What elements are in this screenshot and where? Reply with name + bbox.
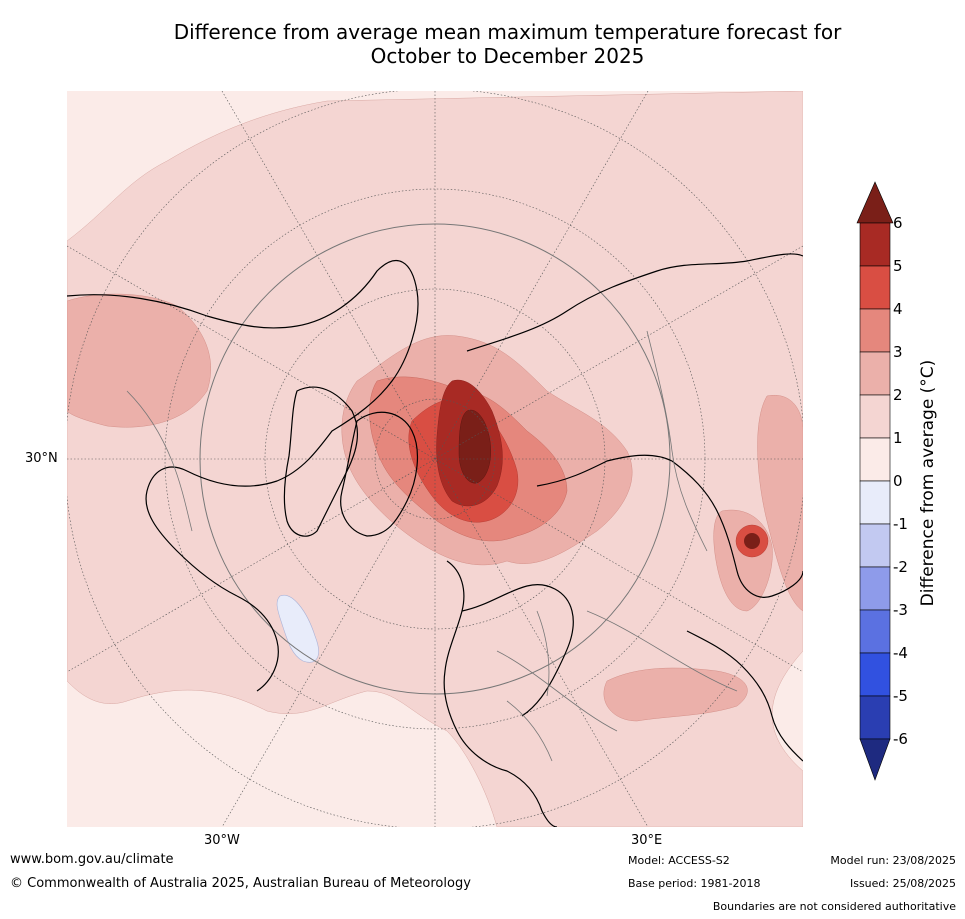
colorbar-bin-neg1-0 [859, 480, 891, 525]
colorbar-tick-label: 5 [893, 257, 903, 275]
footer-model-run: Model run: 23/08/2025 [830, 854, 956, 867]
colorbar-label: Difference from average (°C) [918, 359, 938, 607]
lat-label-30n: 30°N [25, 451, 58, 466]
footer-base-period: Base period: 1981-2018 [628, 877, 761, 890]
anomaly-band-2-3-south [603, 667, 748, 722]
colorbar-bin-3-4 [859, 308, 891, 353]
lon-label-30w: 30°W [204, 833, 240, 848]
colorbar-tick-label: -2 [893, 558, 908, 576]
colorbar-bin-neg4-neg3 [859, 609, 891, 654]
footer-disclaimer: Boundaries are not considered authoritat… [712, 900, 956, 913]
anomaly-band-neg1-0 [276, 594, 319, 663]
colorbar-tick-label: -6 [893, 730, 908, 748]
colorbar-tick-label: 4 [893, 300, 903, 318]
footer-issued: Issued: 25/08/2025 [849, 877, 956, 890]
colorbar-extend-low [859, 738, 891, 781]
colorbar-tick-label: 1 [893, 429, 903, 447]
forecast-map [67, 91, 803, 827]
footer-model: Model: ACCESS-S2 [628, 854, 730, 867]
borders [126, 330, 738, 762]
colorbar-bin-1-2 [859, 394, 891, 439]
colorbar-bin-0-1 [859, 437, 891, 482]
graticule [67, 91, 803, 827]
coastlines [67, 253, 803, 827]
colorbar-tick-label: -4 [893, 644, 908, 662]
map-title: Difference from average mean maximum tem… [60, 20, 955, 68]
anomaly-band-2-3-west [67, 293, 211, 428]
colorbar-tick-label: 2 [893, 386, 903, 404]
colorbar-bin-2-3 [859, 351, 891, 396]
colorbar-tick-label: 6 [893, 214, 903, 232]
colorbar [856, 181, 894, 781]
colorbar-bin-neg5-neg4 [859, 652, 891, 697]
colorbar-bin-neg6-neg5 [859, 695, 891, 740]
colorbar-tick-label: 0 [893, 472, 903, 490]
colorbar-bin-neg3-neg2 [859, 566, 891, 611]
footer-copyright: © Commonwealth of Australia 2025, Austra… [10, 876, 471, 891]
colorbar-bin-4-5 [859, 265, 891, 310]
map-title-line-1: Difference from average mean maximum tem… [173, 20, 842, 44]
colorbar-extend-high [856, 181, 894, 224]
footer-website: www.bom.gov.au/climate [10, 852, 174, 867]
map-title-line-2: October to December 2025 [370, 44, 645, 68]
colorbar-tick-label: -3 [893, 601, 908, 619]
colorbar-bin-neg2-neg1 [859, 523, 891, 568]
colorbar-tick-label: -5 [893, 687, 908, 705]
colorbar-bin-5-6 [859, 222, 891, 267]
lon-label-30e: 30°E [631, 833, 663, 848]
colorbar-tick-label: -1 [893, 515, 908, 533]
colorbar-tick-label: 3 [893, 343, 903, 361]
